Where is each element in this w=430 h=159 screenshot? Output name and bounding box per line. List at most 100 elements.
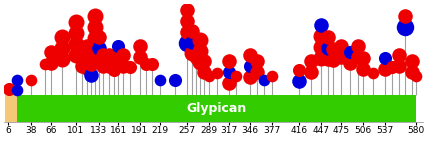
Point [115,45,122,48]
Point [318,46,325,48]
Point [59,58,66,60]
Point [412,75,419,78]
Point [308,71,315,74]
Point [127,66,134,69]
Point [99,65,106,68]
Point [188,41,195,43]
Point [183,9,190,11]
Point [95,47,102,49]
Point [402,26,408,28]
Point [226,82,233,84]
Point [87,63,94,66]
Point [261,78,267,81]
Point [172,78,178,81]
Point [246,65,253,68]
Point [136,56,143,59]
Point [79,54,86,57]
Point [149,63,156,66]
Point [87,74,94,76]
Point [188,30,195,33]
Point [183,31,190,33]
Point [59,47,66,49]
Point [233,75,240,78]
Point [338,56,345,59]
Point [324,58,331,60]
Point [183,20,190,22]
Point [324,47,331,49]
Point [214,72,221,75]
Point [253,71,260,74]
Point [92,48,98,50]
Point [13,78,20,81]
Point [95,36,102,39]
Point [382,68,389,71]
Point [95,58,102,60]
Point [183,41,190,44]
Point [409,71,416,74]
Point [143,63,150,66]
Point [201,71,208,74]
Point [382,57,389,60]
Point [296,80,303,83]
Point [226,71,233,74]
Point [72,32,79,34]
Point [92,37,98,39]
Point [346,62,353,65]
Point [338,45,345,48]
Point [115,56,122,59]
Point [395,65,402,68]
Point [92,15,98,17]
Point [253,60,260,63]
Point [318,35,325,37]
Point [308,60,315,63]
Point [84,45,91,48]
Point [13,89,20,92]
Point [402,15,408,17]
Point [197,50,203,52]
Point [192,57,199,60]
Point [136,45,143,48]
Point [28,78,34,81]
Bar [5,95,17,122]
Point [246,54,253,57]
Point [360,57,367,60]
Point [370,72,377,75]
Point [318,57,325,59]
Point [197,39,203,42]
Point [324,36,331,39]
Point [206,75,213,78]
Point [197,61,203,63]
Point [354,56,361,59]
Point [360,68,367,71]
Point [330,48,337,51]
Point [111,69,117,72]
Point [156,78,163,81]
Point [120,54,127,57]
Point [106,65,113,68]
Point [72,21,79,24]
Point [72,43,79,45]
Point [48,62,55,65]
Point [41,63,48,66]
Point [354,45,361,48]
Point [296,69,303,72]
Point [79,65,86,68]
Point [48,51,55,54]
Point [318,24,325,27]
Point [120,65,127,68]
Point [395,54,402,57]
Point [72,54,79,56]
Point [106,54,113,57]
Point [92,26,98,28]
Point [6,87,12,90]
Point [84,56,91,59]
Point [188,52,195,54]
Bar [17,95,416,122]
Point [268,75,275,78]
Point [246,76,253,78]
Point [201,60,208,63]
Point [330,59,337,62]
Point [409,60,416,63]
Point [226,60,233,63]
Point [389,66,396,69]
